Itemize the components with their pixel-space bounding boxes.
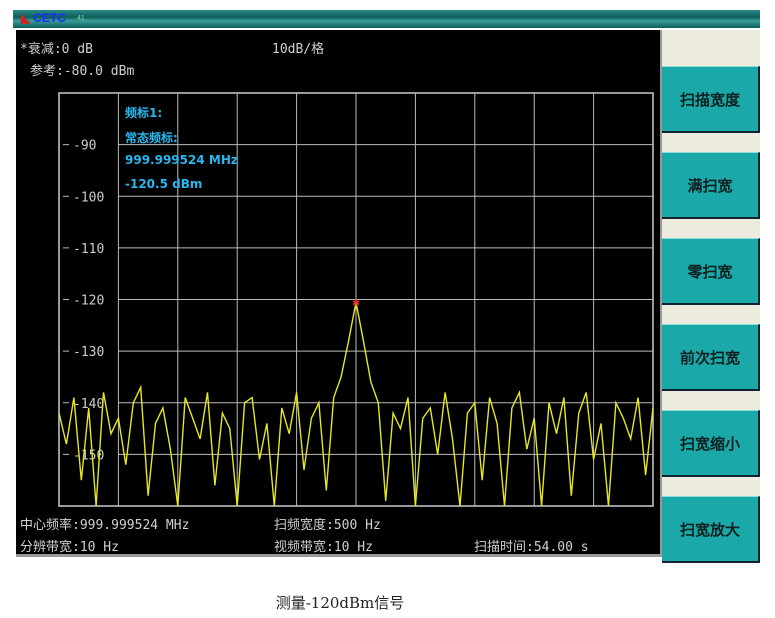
softkey-zero-span[interactable]: 零扫宽: [662, 238, 760, 305]
spectrum-trace: [58, 301, 654, 507]
marker-frequency: 999.999524 MHz: [125, 153, 238, 167]
cetc-logo: ◣ CETC: [21, 11, 66, 25]
rbw-readout: 分辨带宽:10 Hz: [20, 540, 119, 555]
attenuation-readout: *衰减:0 dB: [20, 42, 93, 57]
y-tick-label: -90: [73, 139, 96, 154]
vbw-readout: 视频带宽:10 Hz: [274, 540, 373, 555]
figure-caption: 测量-120dBm信号: [275, 594, 405, 612]
logo-mark-icon: ◣: [21, 11, 31, 25]
y-tick-label: -110: [73, 242, 104, 257]
analyzer-screen: *衰减:0 dB 10dB/格 参考:-80.0 dBm 中心频率:999.99…: [16, 30, 663, 557]
span-readout: 扫频宽度:500 Hz: [274, 518, 381, 533]
scale-readout: 10dB/格: [272, 42, 325, 57]
softkey-span-zoom-out[interactable]: 扫宽放大: [662, 496, 760, 563]
version-label: 41: [77, 15, 85, 22]
title-bar: ◣ CETC 41: [13, 10, 760, 28]
softkey-panel: 扫描宽度 满扫宽 零扫宽 前次扫宽 扫宽缩小 扫宽放大: [662, 30, 760, 563]
marker-star-icon: ✱: [352, 295, 359, 309]
softkey-span-zoom-in[interactable]: 扫宽缩小: [662, 410, 760, 477]
marker-level: -120.5 dBm: [125, 177, 203, 191]
spectrum-plot: -90 -100 -110 -120 -130 -140 -150 ✱: [58, 92, 654, 507]
y-tick-label: -150: [73, 448, 104, 463]
sweep-time-readout: 扫描时间:54.00 s: [474, 540, 589, 555]
reference-readout: 参考:-80.0 dBm: [30, 64, 135, 79]
y-tick-label: -140: [73, 397, 104, 412]
marker-mode: 常态频标:: [125, 131, 178, 145]
y-tick-label: -130: [73, 345, 104, 360]
softkey-span[interactable]: 扫描宽度: [662, 66, 760, 133]
y-tick-label: -100: [73, 190, 104, 205]
center-frequency: 中心频率:999.999524 MHz: [20, 518, 190, 533]
marker-label: 频标1:: [125, 106, 163, 120]
logo-text: CETC: [33, 11, 66, 25]
softkey-full-span[interactable]: 满扫宽: [662, 152, 760, 219]
y-tick-label: -120: [73, 294, 104, 309]
softkey-last-span[interactable]: 前次扫宽: [662, 324, 760, 391]
